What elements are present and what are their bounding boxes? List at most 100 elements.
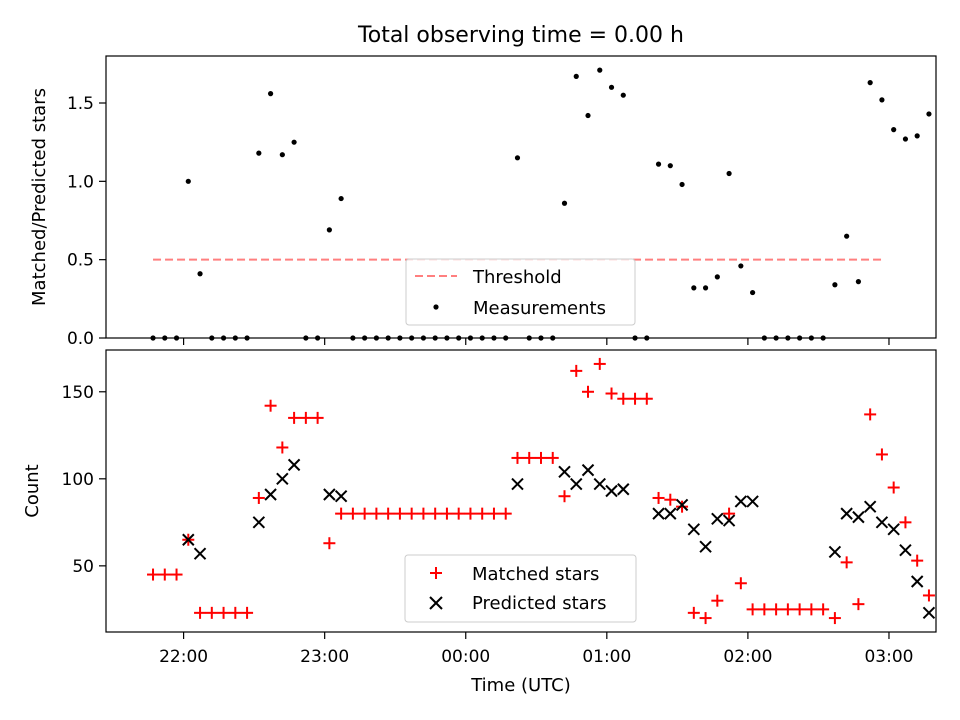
measurement-point [679, 181, 685, 188]
bottom-plot-marks [147, 357, 936, 625]
matched-star-marker [781, 603, 794, 616]
matched-stars-legend-label: Matched stars [472, 564, 599, 585]
matched-star-marker [335, 507, 348, 520]
predicted-star-marker [323, 488, 336, 501]
x-axis-label: Time (UTC) [470, 675, 571, 696]
matched-star-marker [511, 451, 524, 464]
predicted-star-marker [828, 545, 842, 559]
measurement-point [667, 163, 673, 169]
matched-star-marker [147, 568, 160, 581]
measurement-point [185, 178, 191, 184]
matched-star-marker [652, 491, 665, 504]
measurement-point [597, 67, 603, 73]
bottom-x-ticks: 22:00 23:00 00:00 01:00 02:00 03:00 [159, 632, 913, 667]
predicted-star-marker [570, 477, 583, 491]
y-tick-label: 0.5 [67, 251, 94, 271]
measurement-point [738, 263, 744, 269]
x-tick-label: 02:00 [723, 647, 772, 667]
measurement-point [197, 271, 203, 277]
matched-star-marker [194, 606, 207, 619]
predicted-star-marker [287, 458, 301, 472]
matched-star-marker [534, 451, 547, 464]
matched-star-marker [241, 606, 254, 619]
measurement-point [655, 161, 662, 167]
measurement-point [338, 195, 344, 202]
matched-star-marker [252, 491, 265, 504]
matched-star-marker [417, 507, 430, 520]
matched-star-marker [476, 507, 489, 520]
predicted-star-marker [617, 483, 630, 496]
matched-star-marker [264, 399, 277, 412]
predicted-star-marker [887, 523, 900, 536]
matched-star-marker [558, 490, 571, 503]
measurement-point [573, 73, 579, 79]
measurement-point [891, 127, 897, 133]
y-tick-label: 1.0 [67, 172, 94, 192]
predicted-star-marker [687, 523, 701, 536]
matched-star-marker [440, 507, 453, 520]
predicted-star-marker [675, 498, 689, 512]
bottom-y-ticks: 50 100 150 [62, 383, 106, 577]
predicted-star-marker [182, 533, 195, 546]
predicted-star-marker [252, 516, 266, 529]
top-panel: 0.0 0.5 1.0 1.5 Matched/Predicted stars Thr… [29, 55, 937, 349]
measurement-point [514, 155, 521, 161]
threshold-legend-label: Threshold [472, 267, 562, 288]
x-tick-label: 01:00 [582, 647, 631, 667]
matched-star-marker [922, 589, 935, 602]
predicted-star-marker [581, 463, 595, 477]
x-tick-label: 00:00 [441, 647, 490, 667]
matched-star-marker [158, 568, 171, 581]
predicted-stars-series [182, 458, 936, 620]
measurements-legend-label: Measurements [473, 298, 606, 319]
matched-star-marker [170, 568, 183, 581]
bottom-axes-frame [105, 349, 937, 633]
matched-star-marker [864, 408, 877, 421]
matched-star-marker [393, 507, 406, 520]
predicted-star-marker [840, 507, 853, 520]
x-tick-label: 03:00 [864, 647, 913, 667]
top-legend: Threshold Measurements [405, 258, 636, 326]
matched-star-marker [664, 493, 677, 506]
x-tick-label: 22:00 [159, 647, 208, 667]
predicted-stars-legend-label: Predicted stars [472, 593, 606, 614]
matched-star-marker [582, 385, 595, 398]
measurement-point [561, 200, 568, 206]
matched-star-marker [723, 507, 736, 520]
measurement-point [620, 92, 626, 98]
matched-star-marker [770, 603, 783, 616]
top-x-ticks [182, 338, 890, 345]
measurement-point [585, 112, 591, 119]
x-tick-label: 23:00 [300, 647, 349, 667]
y-tick-label: 100 [62, 470, 94, 490]
matched-stars-series [147, 357, 935, 625]
measurement-point [867, 80, 873, 86]
measurement-point [691, 285, 697, 291]
matched-star-marker [464, 507, 477, 520]
measurements-legend-swatch [433, 304, 439, 310]
matched-star-marker [852, 598, 865, 611]
matched-star-marker [817, 603, 830, 616]
measurement-point [914, 133, 920, 139]
matched-star-marker [746, 603, 759, 616]
predicted-star-marker [734, 495, 748, 508]
matched-star-marker [828, 612, 841, 625]
measurement-point [844, 233, 850, 239]
predicted-star-marker [334, 490, 348, 503]
matched-star-marker [452, 507, 465, 520]
predicted-star-marker [664, 507, 677, 520]
measurement-point [726, 170, 732, 177]
matched-star-marker [370, 507, 383, 520]
matched-stars-legend-swatch [430, 567, 442, 579]
matched-star-marker [711, 594, 724, 607]
matched-star-marker [758, 603, 771, 616]
measurement-point [926, 111, 932, 117]
predicted-star-marker [558, 465, 571, 479]
measurement-point [267, 91, 274, 97]
predicted-star-marker [605, 484, 618, 498]
measurement-point [256, 150, 262, 156]
matched-star-marker [346, 507, 359, 520]
matched-star-marker [323, 537, 336, 550]
predicted-star-marker [193, 547, 207, 560]
predicted-star-marker [711, 512, 724, 526]
